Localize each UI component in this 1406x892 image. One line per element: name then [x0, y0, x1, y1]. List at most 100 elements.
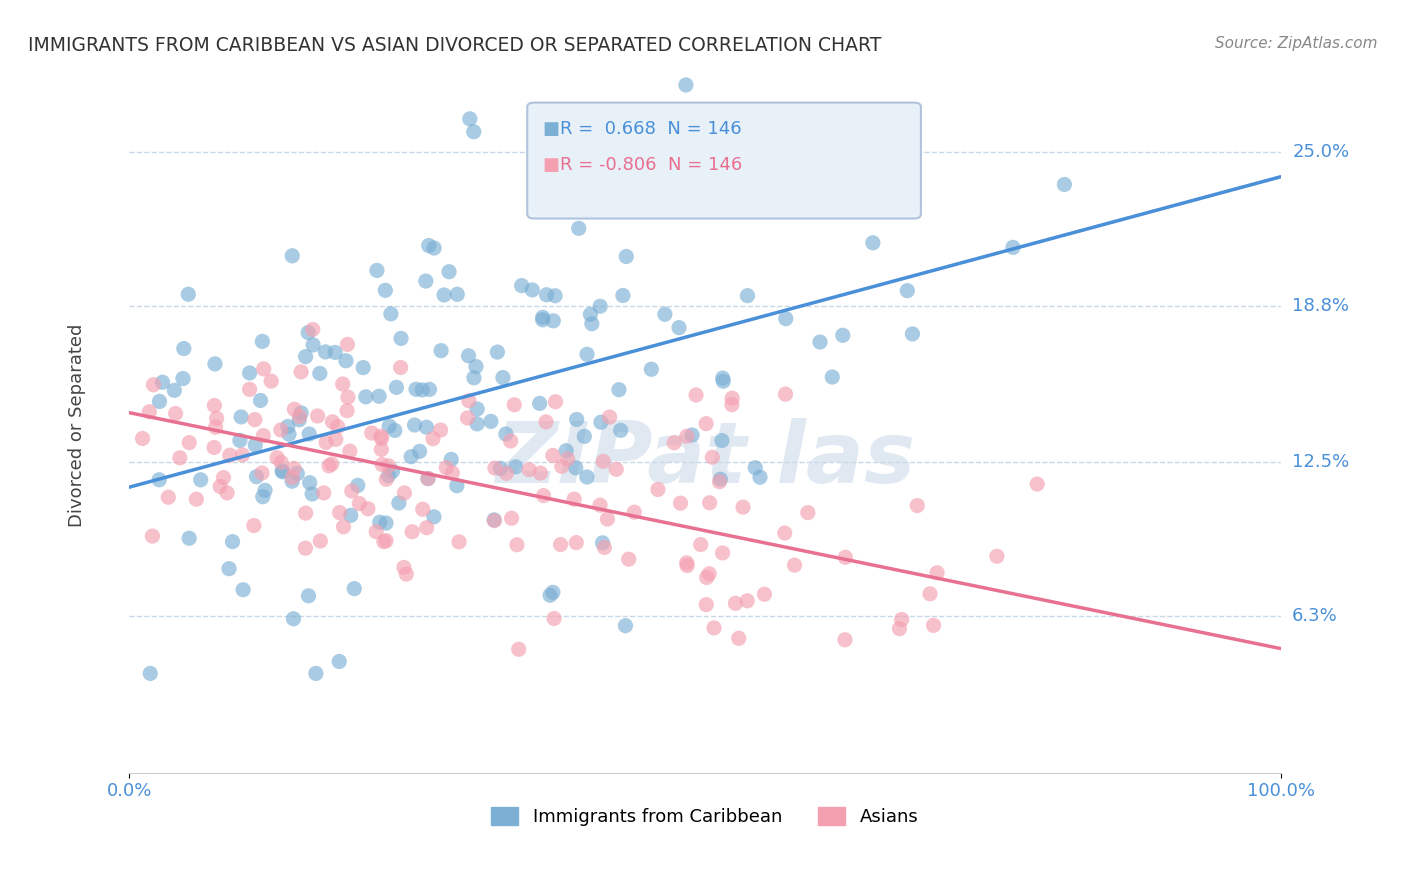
Point [735, 594, 758, 608]
Point [399, 450, 422, 464]
Point [775, 387, 797, 401]
Point [177, 287, 200, 301]
Point [384, 423, 406, 437]
Point [711, 371, 734, 385]
Point [323, 345, 346, 359]
Point [339, 508, 361, 523]
Point [501, 511, 523, 525]
Point [534, 415, 557, 429]
Point [529, 396, 551, 410]
Point [239, 366, 262, 380]
Point [329, 506, 352, 520]
Point [423, 509, 446, 524]
Point [696, 570, 718, 584]
Point [415, 274, 437, 288]
Point [366, 263, 388, 277]
Point [543, 611, 565, 625]
Text: ■: ■ [543, 156, 560, 174]
Point [430, 343, 453, 358]
Point [725, 113, 748, 128]
Point [889, 622, 911, 636]
Point [479, 414, 502, 428]
Point [250, 466, 273, 480]
Text: 18.8%: 18.8% [1292, 297, 1350, 315]
Text: ■: ■ [543, 120, 560, 138]
Point [253, 362, 276, 376]
Point [370, 432, 392, 446]
Point [465, 402, 488, 417]
Point [890, 612, 912, 626]
Point [281, 474, 304, 488]
Point [416, 471, 439, 485]
Point [416, 472, 439, 486]
Point [336, 337, 359, 351]
Point [647, 483, 669, 497]
Point [711, 546, 734, 560]
Point [381, 464, 404, 478]
Point [896, 284, 918, 298]
Point [675, 556, 697, 570]
Point [389, 360, 412, 375]
Point [557, 452, 579, 467]
Point [163, 384, 186, 398]
Point [385, 380, 408, 394]
Point [685, 388, 707, 402]
Point [484, 514, 506, 528]
Point [352, 360, 374, 375]
Point [148, 394, 170, 409]
Point [245, 469, 267, 483]
Point [285, 467, 308, 481]
Point [336, 390, 359, 404]
Point [775, 311, 797, 326]
Point [612, 288, 634, 302]
Point [389, 331, 412, 345]
Point [239, 382, 262, 396]
Point [457, 393, 479, 408]
Point [229, 434, 252, 448]
Point [309, 533, 332, 548]
Point [336, 403, 359, 417]
Point [173, 342, 195, 356]
Point [278, 427, 301, 442]
Point [551, 459, 574, 474]
Point [277, 419, 299, 434]
Point [437, 265, 460, 279]
Point [434, 460, 457, 475]
Point [186, 492, 208, 507]
Point [541, 449, 564, 463]
Point [495, 427, 517, 442]
Point [574, 429, 596, 443]
Point [562, 492, 585, 507]
Point [205, 411, 228, 425]
Point [492, 370, 515, 384]
Point [375, 472, 398, 486]
Text: R = -0.806  N = 146: R = -0.806 N = 146 [560, 156, 742, 174]
Text: Source: ZipAtlas.com: Source: ZipAtlas.com [1215, 36, 1378, 51]
Point [458, 112, 481, 126]
Point [243, 518, 266, 533]
Point [290, 365, 312, 379]
Point [346, 478, 368, 492]
Point [737, 288, 759, 302]
Point [446, 479, 468, 493]
Point [711, 374, 734, 388]
Point [332, 376, 354, 391]
Point [202, 399, 225, 413]
Point [370, 429, 392, 443]
Point [749, 470, 772, 484]
Point [388, 496, 411, 510]
Point [821, 370, 844, 384]
Point [404, 417, 426, 432]
Point [499, 434, 522, 448]
Text: 25.0%: 25.0% [1292, 143, 1350, 161]
Point [486, 345, 509, 359]
Point [533, 489, 555, 503]
Point [592, 536, 614, 550]
Point [508, 642, 530, 657]
Point [596, 512, 619, 526]
Point [217, 486, 239, 500]
Point [568, 221, 591, 235]
Point [335, 353, 357, 368]
Point [190, 473, 212, 487]
Point [294, 541, 316, 556]
